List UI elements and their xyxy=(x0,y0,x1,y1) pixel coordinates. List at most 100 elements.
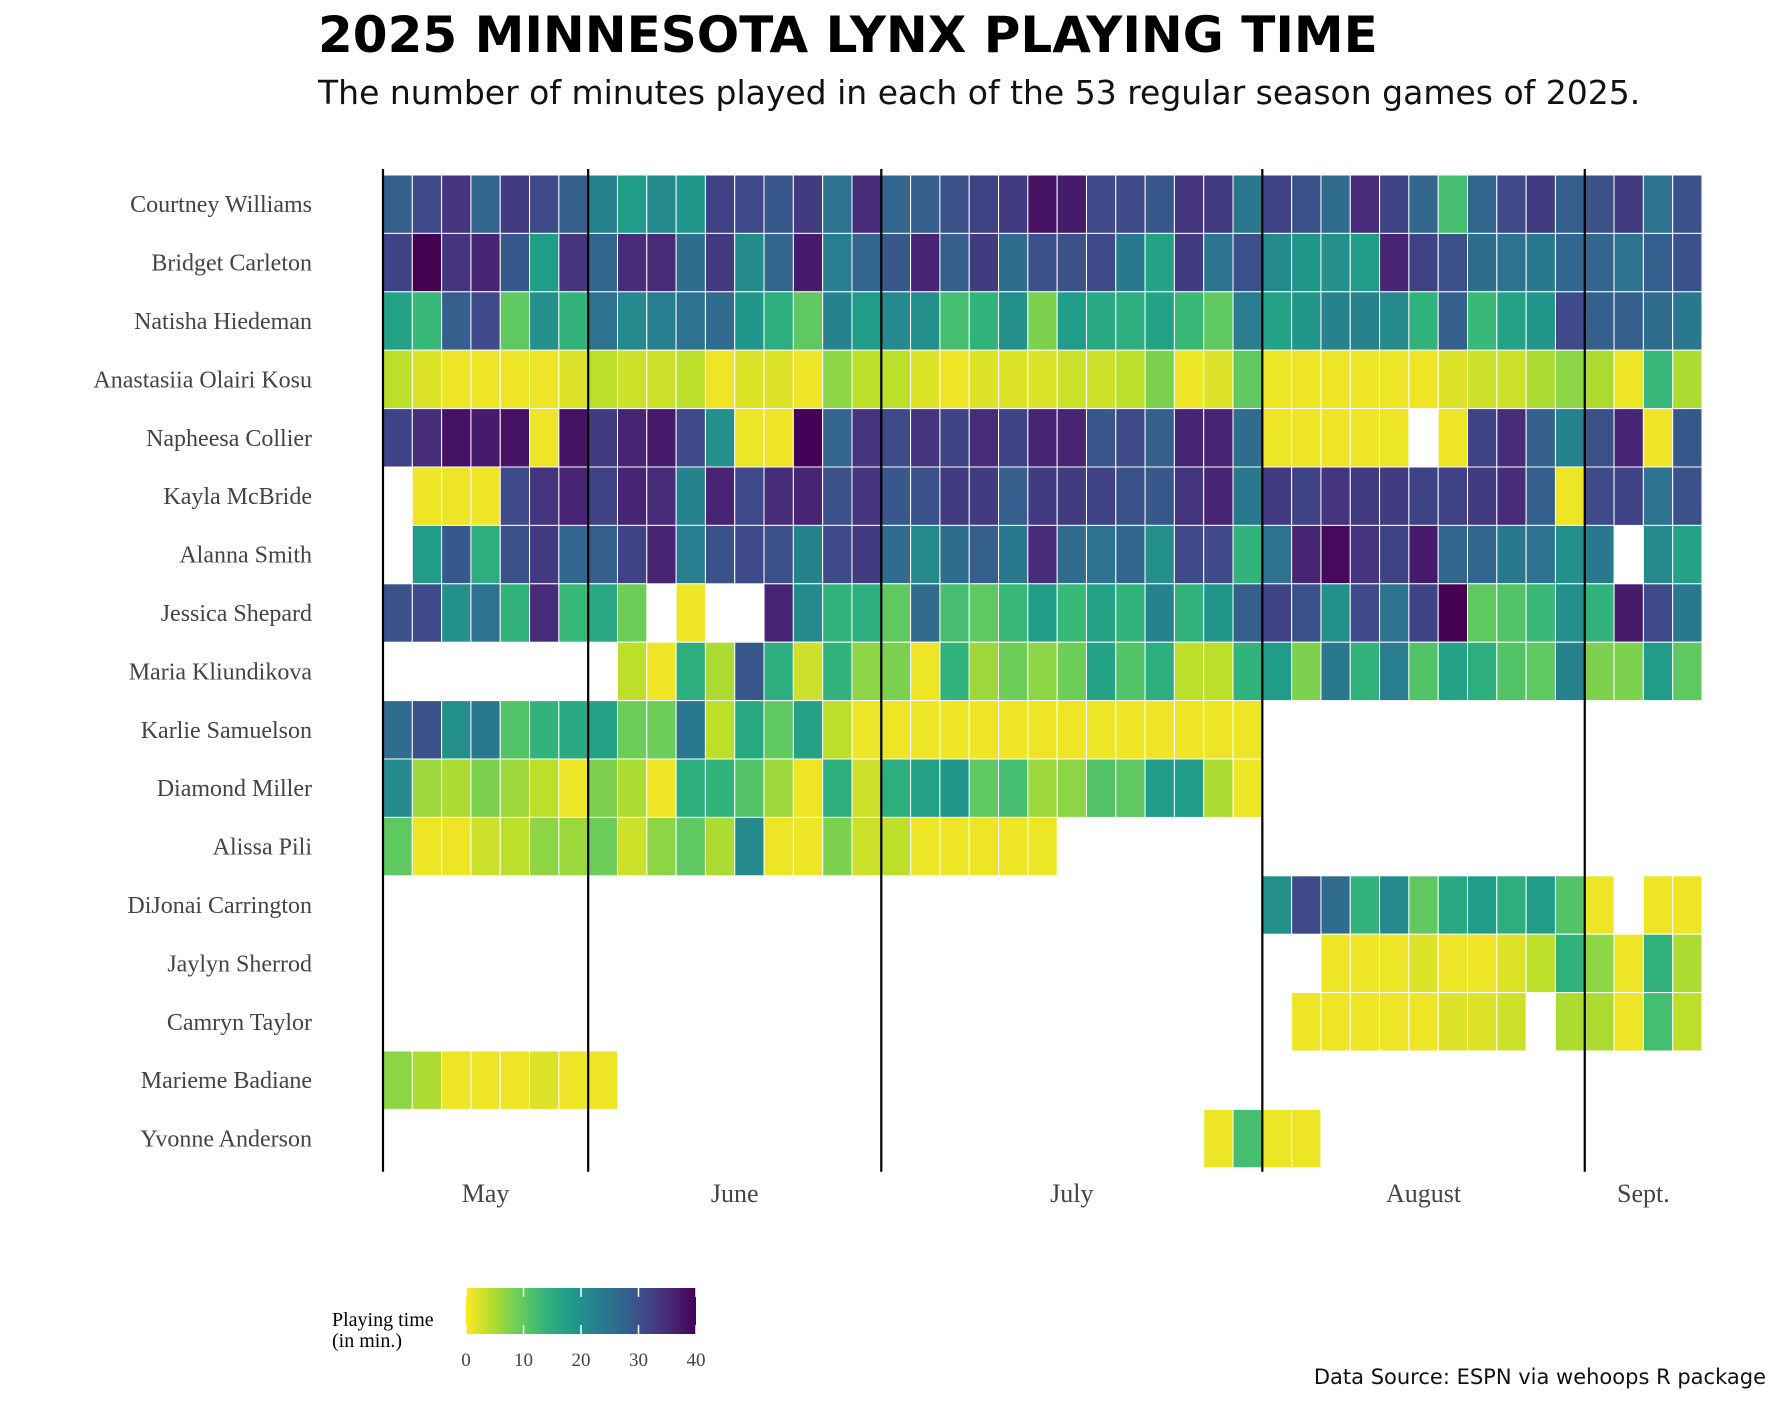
heat-cell xyxy=(792,816,824,877)
heat-cell xyxy=(646,466,677,526)
x-tick-label: June xyxy=(711,1179,759,1208)
heat-cell xyxy=(616,349,648,410)
heat-cell xyxy=(1584,174,1615,234)
heat-cell xyxy=(1408,641,1439,702)
y-tick-label: Marieme Badiane xyxy=(141,1068,312,1094)
heat-cell xyxy=(1291,408,1322,468)
heat-cell xyxy=(1261,583,1293,643)
heat-cell xyxy=(1291,349,1322,410)
heat-cell xyxy=(616,408,648,468)
heat-cell xyxy=(1261,524,1293,585)
heat-cell xyxy=(558,816,589,877)
heat-cell xyxy=(1437,992,1469,1052)
heat-cell xyxy=(939,524,970,585)
heat-cell xyxy=(382,816,413,877)
heat-cell xyxy=(1613,641,1644,702)
heat-cell xyxy=(558,174,589,234)
heat-cell xyxy=(851,349,882,410)
y-tick-label: Anastasiia Olairi Kosu xyxy=(93,367,312,393)
x-tick-label: May xyxy=(462,1179,510,1208)
heat-cell xyxy=(1554,875,1586,935)
y-tick-label: DiJonai Carrington xyxy=(127,893,312,919)
heat-cell xyxy=(646,758,677,818)
colorbar-tick-label: 0 xyxy=(461,1350,471,1371)
heat-cell xyxy=(1232,466,1263,526)
heat-cell xyxy=(822,291,853,351)
heat-cell xyxy=(939,174,970,234)
heat-cell xyxy=(998,408,1029,468)
heat-cell xyxy=(1320,291,1351,351)
heat-cell xyxy=(1408,466,1439,526)
heat-cell xyxy=(998,232,1029,293)
heat-cell xyxy=(441,349,472,410)
heat-cell xyxy=(1027,641,1058,702)
heat-cell xyxy=(1085,408,1117,468)
heat-cell xyxy=(792,700,824,760)
heat-cell xyxy=(1291,1108,1322,1169)
heat-cell xyxy=(1115,232,1146,293)
heat-cell xyxy=(529,408,560,468)
heat-cell xyxy=(1584,992,1615,1052)
heat-cell xyxy=(1085,174,1117,234)
heat-cell xyxy=(763,174,794,234)
heat-cell xyxy=(499,583,531,643)
heat-cell xyxy=(1554,291,1586,351)
heat-cell xyxy=(1232,232,1263,293)
heat-cell xyxy=(1496,232,1527,293)
heat-cell xyxy=(1115,700,1146,760)
heat-cell xyxy=(763,466,794,526)
heat-cell xyxy=(851,583,882,643)
heat-cell xyxy=(1642,349,1674,410)
heat-cell xyxy=(968,232,1000,293)
heat-cell xyxy=(499,291,531,351)
heat-cell xyxy=(411,232,443,293)
heat-cell xyxy=(587,232,618,293)
heat-cell xyxy=(1672,641,1703,702)
heat-cell xyxy=(1115,583,1146,643)
heat-cell xyxy=(1203,466,1234,526)
y-tick-label: Natisha Hiedeman xyxy=(134,309,312,335)
heat-cell xyxy=(1349,174,1381,234)
heat-cell xyxy=(880,466,912,526)
heat-cell xyxy=(1173,291,1205,351)
heat-cell xyxy=(1672,583,1703,643)
heat-cell xyxy=(1672,524,1703,585)
heat-cell xyxy=(1056,408,1087,468)
heat-cell xyxy=(1672,349,1703,410)
heat-cell xyxy=(968,466,1000,526)
heat-cell xyxy=(1320,174,1351,234)
heat-cell xyxy=(968,758,1000,818)
heat-cell xyxy=(616,758,648,818)
heat-cell xyxy=(1291,992,1322,1052)
heat-cell xyxy=(704,816,736,877)
heat-cell xyxy=(1349,466,1381,526)
heat-cell xyxy=(587,466,618,526)
heat-cell xyxy=(1496,466,1527,526)
heat-cell xyxy=(851,291,882,351)
heat-cell xyxy=(1173,641,1205,702)
heat-cell xyxy=(1379,349,1410,410)
heat-cell xyxy=(675,641,706,702)
heat-cell xyxy=(910,174,941,234)
heat-cell xyxy=(910,349,941,410)
heat-cell xyxy=(822,232,853,293)
heat-cell xyxy=(1027,291,1058,351)
heat-cell xyxy=(1085,232,1117,293)
heat-cell xyxy=(1613,992,1644,1052)
heat-cell xyxy=(1291,875,1322,935)
heat-cell xyxy=(998,174,1029,234)
heat-cell xyxy=(470,349,501,410)
heat-cell xyxy=(1467,933,1498,994)
heat-cell xyxy=(1232,174,1263,234)
heat-cell xyxy=(499,816,531,877)
heat-cell xyxy=(1525,174,1556,234)
heat-cell xyxy=(1379,524,1410,585)
heat-cell xyxy=(1379,291,1410,351)
heat-cell xyxy=(587,408,618,468)
heat-cell xyxy=(1056,174,1087,234)
heat-cell xyxy=(704,291,736,351)
heat-cell xyxy=(1320,583,1351,643)
heat-cell xyxy=(822,583,853,643)
heat-cell xyxy=(1525,524,1556,585)
heat-cell xyxy=(1408,583,1439,643)
